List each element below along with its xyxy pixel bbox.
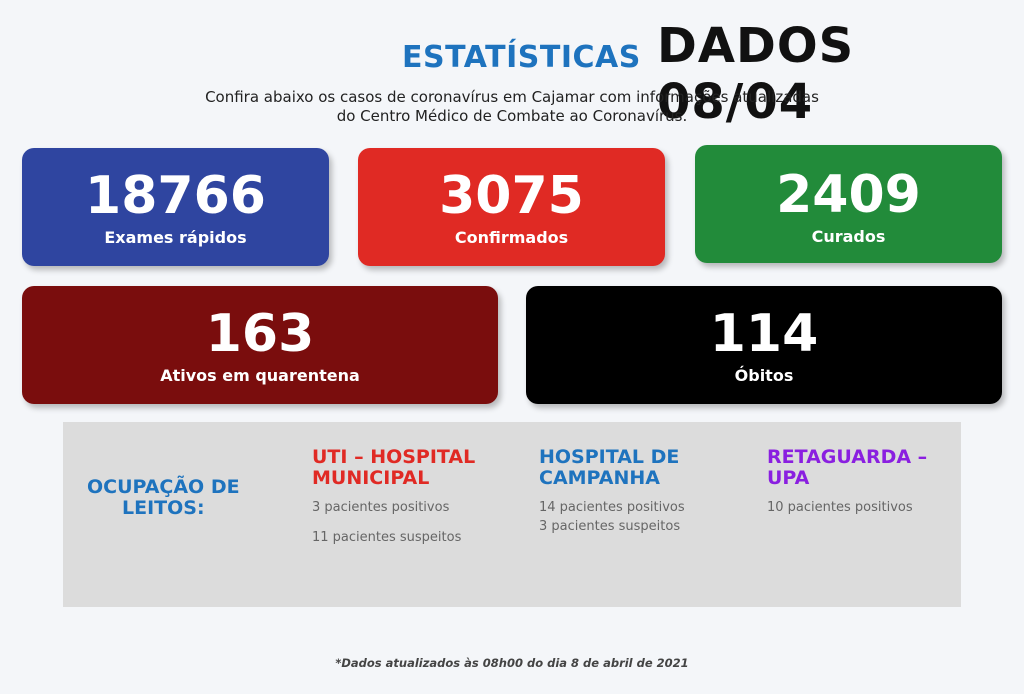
card-ativos: 163 Ativos em quarentena (22, 286, 498, 404)
page-title: ESTATÍSTICAS (402, 40, 641, 75)
campanha-heading-line-2: CAMPANHA (539, 467, 660, 489)
uti-heading-line-1: UTI – HOSPITAL (312, 446, 476, 468)
uti-suspeitos: 11 pacientes suspeitos (312, 530, 462, 545)
retaguarda-positivos: 10 pacientes positivos (767, 500, 913, 515)
card-curados: 2409 Curados (695, 145, 1002, 263)
ativos-value: 163 (205, 304, 315, 364)
card-exames: 18766 Exames rápidos (22, 148, 329, 266)
curados-label: Curados (811, 227, 886, 246)
confirmados-label: Confirmados (454, 228, 569, 247)
leitos-title: OCUPAÇÃO DE LEITOS: (87, 477, 240, 519)
uti-heading: UTI – HOSPITAL MUNICIPAL (312, 447, 475, 489)
footer-note: *Dados atualizados às 08h00 do dia 8 de … (335, 656, 689, 670)
confirmados-value: 3075 (439, 166, 584, 226)
card-obitos: 114 Óbitos (526, 286, 1002, 404)
exames-value: 18766 (85, 166, 266, 226)
curados-value: 2409 (776, 165, 921, 225)
leitos-title-line-2: LEITOS: (122, 497, 205, 519)
obitos-label: Óbitos (734, 366, 794, 385)
uti-column: UTI – HOSPITAL MUNICIPAL 3 pacientes pos… (312, 447, 475, 547)
campanha-heading: HOSPITAL DE CAMPANHA (539, 447, 685, 489)
uti-positivos: 3 pacientes positivos (312, 500, 450, 515)
subtitle-line-1: Confira abaixo os casos de coronavírus e… (205, 88, 819, 106)
campanha-positivos: 14 pacientes positivos (539, 500, 685, 515)
retaguarda-heading-line-1: RETAGUARDA – (767, 446, 928, 468)
obitos-value: 114 (709, 304, 819, 364)
campanha-suspeitos: 3 pacientes suspeitos (539, 519, 681, 534)
retaguarda-heading: RETAGUARDA – UPA (767, 447, 927, 489)
campanha-column: HOSPITAL DE CAMPANHA 14 pacientes positi… (539, 447, 685, 536)
campanha-heading-line-1: HOSPITAL DE (539, 446, 680, 468)
uti-heading-line-2: MUNICIPAL (312, 467, 430, 489)
retaguarda-heading-line-2: UPA (767, 467, 810, 489)
subtitle: Confira abaixo os casos de coronavírus e… (0, 88, 1024, 126)
date-heading: DADOS 08/04 (657, 18, 855, 130)
ativos-label: Ativos em quarentena (160, 366, 360, 385)
leitos-title-line-1: OCUPAÇÃO DE (87, 476, 240, 498)
leitos-panel: OCUPAÇÃO DE LEITOS: UTI – HOSPITAL MUNIC… (63, 422, 961, 607)
card-confirmados: 3075 Confirmados (358, 148, 665, 266)
retaguarda-column: RETAGUARDA – UPA 10 pacientes positivos (767, 447, 927, 517)
subtitle-line-2: do Centro Médico de Combate ao Coronavír… (336, 107, 688, 125)
exames-label: Exames rápidos (104, 228, 247, 247)
